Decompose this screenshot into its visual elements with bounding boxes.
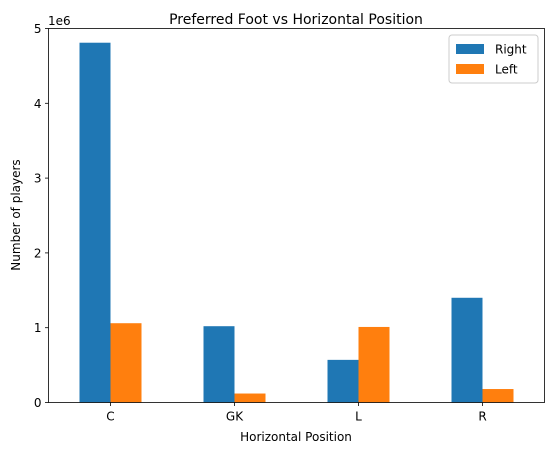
bar-left-gk <box>234 393 266 403</box>
bar-right-l <box>327 359 359 403</box>
y-tick-label: 0 <box>34 396 42 410</box>
bar-left-c <box>110 323 142 403</box>
plot-frame <box>48 28 545 403</box>
y-tick-label: 3 <box>34 172 42 186</box>
bar-right-c <box>79 42 111 403</box>
x-tick-label: R <box>478 410 486 424</box>
legend-swatch-left <box>456 64 484 74</box>
bar-left-l <box>358 326 390 403</box>
y-tick-label: 1 <box>34 321 42 335</box>
plot-area: 0 1 2 3 4 5 C GK L R <box>34 22 545 424</box>
y-axis: 0 1 2 3 4 5 <box>34 22 49 410</box>
x-tick-label: GK <box>226 410 244 424</box>
legend-label-right: Right <box>495 43 527 57</box>
x-axis-label: Horizontal Position <box>240 430 352 444</box>
bar-left-r <box>482 389 514 403</box>
y-tick-label: 5 <box>34 22 42 36</box>
legend-swatch-right <box>456 44 484 54</box>
y-tick-label: 4 <box>34 97 42 111</box>
x-tick-label: L <box>355 410 362 424</box>
y-tick-label: 2 <box>34 246 42 260</box>
legend-label-left: Left <box>495 63 518 77</box>
bars-group <box>79 42 514 403</box>
chart-title: Preferred Foot vs Horizontal Position <box>169 12 423 28</box>
legend: Right Left <box>448 34 539 84</box>
bar-right-r <box>451 297 483 403</box>
y-scale-label: 1e6 <box>48 14 71 28</box>
x-axis: C GK L R <box>106 402 487 424</box>
bar-right-gk <box>203 326 235 403</box>
y-axis-label: Number of players <box>9 159 23 270</box>
x-tick-label: C <box>106 410 114 424</box>
